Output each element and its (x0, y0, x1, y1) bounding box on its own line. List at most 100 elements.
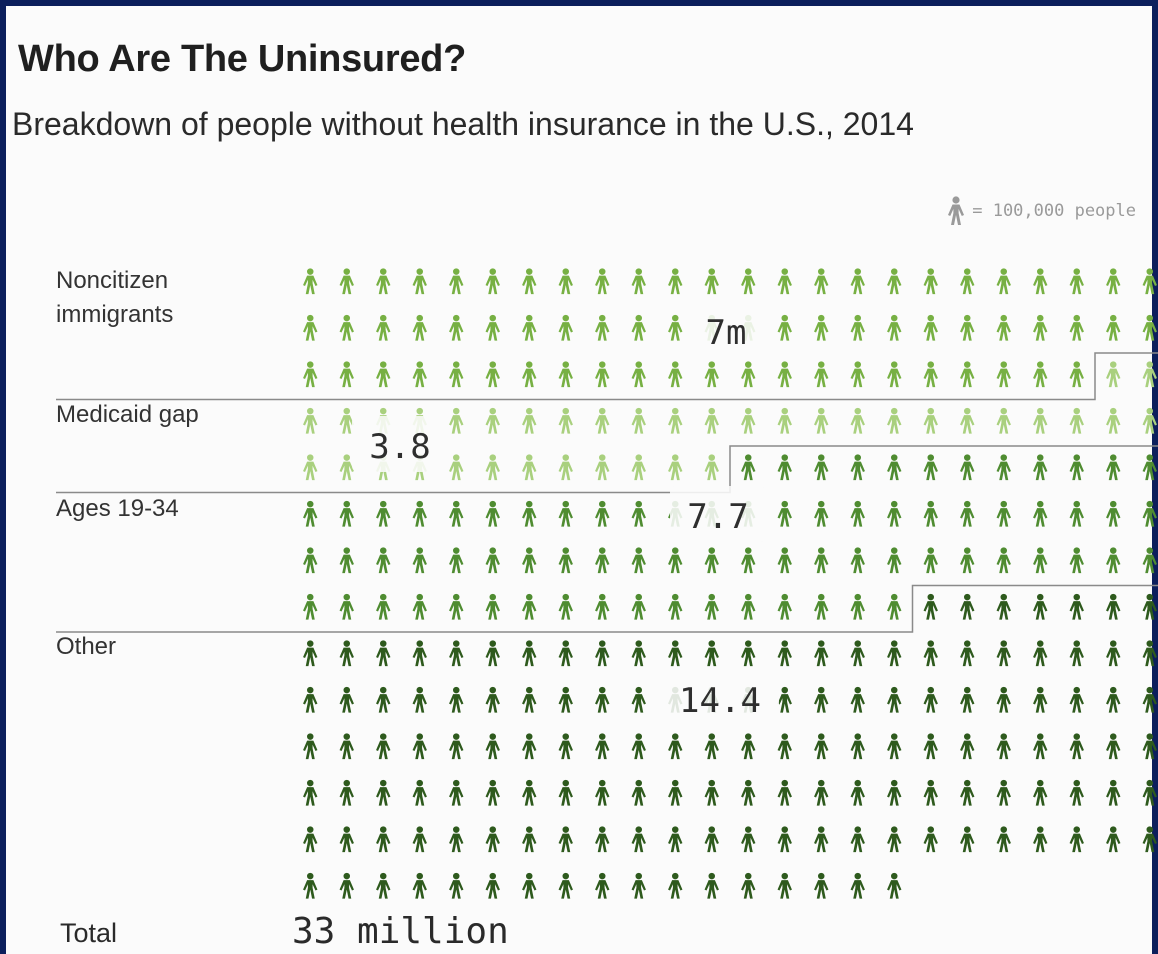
person-icon (522, 407, 537, 434)
person-icon (777, 826, 792, 853)
person-icon (376, 779, 391, 806)
value-label: 7.7 (687, 497, 748, 537)
person-icon (1033, 826, 1048, 853)
person-icon (668, 640, 683, 667)
person-icon (1033, 268, 1048, 295)
person-icon (741, 361, 756, 388)
person-icon (814, 314, 829, 341)
person-icon (412, 500, 427, 527)
person-icon (558, 826, 573, 853)
person-icon (668, 593, 683, 620)
person-icon (704, 407, 719, 434)
person-icon (960, 314, 975, 341)
person-icon (412, 872, 427, 899)
person-icon (1033, 593, 1048, 620)
person-icon (960, 454, 975, 481)
person-icon (887, 361, 902, 388)
person-icon (631, 500, 646, 527)
person-icon (631, 361, 646, 388)
person-icon (704, 361, 719, 388)
person-icon (339, 407, 354, 434)
person-icon (631, 872, 646, 899)
person-icon (741, 779, 756, 806)
person-icon (485, 872, 500, 899)
person-icon (595, 268, 610, 295)
person-icon (814, 826, 829, 853)
person-icon (814, 268, 829, 295)
person-icon (631, 640, 646, 667)
person-icon (887, 640, 902, 667)
person-icon (777, 407, 792, 434)
value-label-background (352, 416, 448, 472)
person-icon (741, 268, 756, 295)
person-icon (485, 640, 500, 667)
person-icon (485, 686, 500, 713)
person-icon (1069, 500, 1084, 527)
person-icon (631, 826, 646, 853)
person-icon (595, 779, 610, 806)
person-icon (850, 593, 865, 620)
value-label: 3.8 (369, 427, 430, 467)
person-icon (1106, 779, 1121, 806)
person-icon (996, 779, 1011, 806)
person-icon (777, 314, 792, 341)
person-icon (887, 826, 902, 853)
person-icon (850, 640, 865, 667)
person-icon (485, 826, 500, 853)
person-icon (595, 407, 610, 434)
person-icon (923, 314, 938, 341)
person-icon (412, 547, 427, 574)
person-icon (303, 361, 318, 388)
person-icon (1106, 454, 1121, 481)
person-icon (741, 826, 756, 853)
person-icon (1106, 314, 1121, 341)
person-icon (996, 361, 1011, 388)
person-icon (558, 361, 573, 388)
person-icon (704, 593, 719, 620)
person-icon (996, 407, 1011, 434)
person-icon (449, 454, 464, 481)
person-icon (485, 268, 500, 295)
person-icon (1033, 640, 1048, 667)
person-icon (887, 500, 902, 527)
person-icon (668, 872, 683, 899)
person-icon (412, 686, 427, 713)
legend: = 100,000 people (946, 196, 1136, 226)
value-label-background (689, 302, 763, 358)
person-icon (522, 640, 537, 667)
person-icon (668, 733, 683, 760)
person-icon (412, 268, 427, 295)
person-icon (412, 779, 427, 806)
person-icon (704, 733, 719, 760)
person-icon (558, 733, 573, 760)
person-icon (960, 733, 975, 760)
person-icon (1106, 733, 1121, 760)
person-icon (339, 779, 354, 806)
category-label-ages: Ages 19-34 (56, 495, 179, 522)
total-value: 33 million (292, 911, 509, 952)
person-icon (631, 454, 646, 481)
person-icon (522, 826, 537, 853)
person-icon (522, 686, 537, 713)
person-icon (339, 268, 354, 295)
person-icon (996, 640, 1011, 667)
person-icon (850, 826, 865, 853)
person-icon (485, 779, 500, 806)
person-icon (960, 593, 975, 620)
person-icon (1033, 779, 1048, 806)
person-icon (449, 686, 464, 713)
person-icon (741, 547, 756, 574)
person-icon (1069, 268, 1084, 295)
person-icon (777, 733, 792, 760)
person-icon (303, 593, 318, 620)
person-icon (303, 826, 318, 853)
person-icon (558, 779, 573, 806)
person-icon (303, 268, 318, 295)
person-icon (558, 454, 573, 481)
person-icon (704, 779, 719, 806)
person-icon (1069, 454, 1084, 481)
person-icon (777, 593, 792, 620)
person-icon (631, 407, 646, 434)
person-icon (339, 872, 354, 899)
person-icon (1069, 779, 1084, 806)
